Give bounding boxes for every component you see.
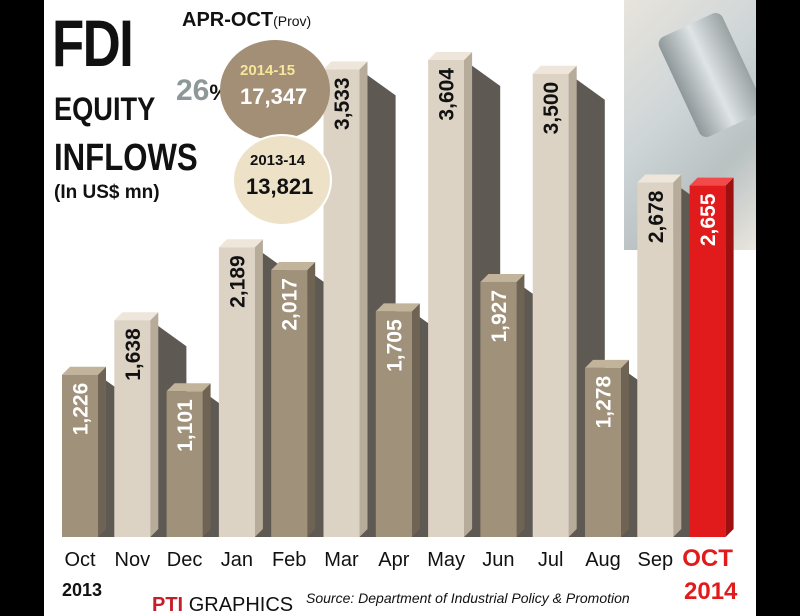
category-label: May xyxy=(427,549,465,571)
bar xyxy=(585,367,621,537)
bar-side xyxy=(202,383,211,537)
bar-top xyxy=(689,177,734,186)
bar-side xyxy=(411,303,420,537)
bar xyxy=(62,374,98,537)
bar-value-label: 2,678 xyxy=(645,190,668,243)
bar-value-label: 1,101 xyxy=(174,399,197,452)
year-end: 2014 xyxy=(684,578,738,605)
bar-side xyxy=(98,366,106,537)
title-line3: INFLOWS xyxy=(54,137,198,179)
bar-value-label: 2,189 xyxy=(226,255,249,308)
category-label: Jan xyxy=(221,549,253,571)
category-label: Aug xyxy=(585,549,621,571)
brand-suffix: GRAPHICS xyxy=(188,594,294,616)
bar xyxy=(480,281,517,537)
source-note: Source: Department of Industrial Policy … xyxy=(306,590,630,606)
bar-value-label: 1,638 xyxy=(122,328,145,381)
bar-value-label: 3,500 xyxy=(540,82,563,135)
infographic: 1,226 1,638 1,101 2,189 2,017 3,533 1,705 3,604… xyxy=(44,0,756,616)
bar-side xyxy=(307,262,316,537)
bar-top xyxy=(218,239,263,248)
bar-top xyxy=(532,65,577,74)
period-note: (Prov) xyxy=(273,13,312,29)
bar xyxy=(166,391,203,537)
badge-previous-year: 2013-14 xyxy=(250,152,306,169)
bar xyxy=(428,60,465,537)
category-label: Mar xyxy=(324,549,359,571)
category-label: Feb xyxy=(272,549,306,571)
brand-mark: PTI xyxy=(152,594,184,616)
bar xyxy=(218,247,255,537)
bar-value-label: 1,927 xyxy=(488,290,511,343)
category-label: Apr xyxy=(378,549,409,571)
bar-value-label: 2,655 xyxy=(697,193,720,246)
bar xyxy=(375,311,412,537)
category-label: Jul xyxy=(538,549,564,571)
badge-current xyxy=(220,40,330,140)
badge-current-value: 17,347 xyxy=(240,84,308,109)
category-label: OCT xyxy=(682,545,733,572)
bar-side xyxy=(725,177,734,537)
bar-value-label: 1,226 xyxy=(70,383,93,436)
bar-side xyxy=(516,273,525,537)
bar-top xyxy=(480,273,525,282)
bar-side xyxy=(464,52,473,537)
bar-side xyxy=(673,174,682,537)
year-start: 2013 xyxy=(62,580,103,600)
bar-side xyxy=(621,359,629,537)
bar-value-label: 3,604 xyxy=(436,68,459,121)
bar-top xyxy=(114,312,159,321)
bar-side xyxy=(150,312,159,537)
period-label: APR-OCT(Prov) xyxy=(182,8,311,33)
badge-previous xyxy=(232,134,332,226)
bar-highlight xyxy=(689,185,726,537)
bar-value-label: 2,017 xyxy=(279,278,302,331)
bar-side xyxy=(568,65,577,537)
bar-top xyxy=(637,174,682,183)
bar-value-label: 1,278 xyxy=(593,376,616,429)
period-text: APR-OCT xyxy=(182,9,274,31)
bar-top xyxy=(585,359,629,368)
chart-svg: 1,226 1,638 1,101 2,189 2,017 3,533 1,705 3,604… xyxy=(62,52,734,572)
badge-current-year: 2014-15 xyxy=(240,62,296,79)
bar-value-label: 3,533 xyxy=(331,77,354,130)
bar-top xyxy=(323,61,368,70)
category-label: Jun xyxy=(482,549,514,571)
bar xyxy=(637,182,674,537)
title-big: FDI xyxy=(52,6,134,80)
bar-top xyxy=(375,303,420,312)
bar-value-label: 1,705 xyxy=(383,319,406,372)
bar-side xyxy=(254,239,263,537)
bar-top xyxy=(428,52,473,60)
category-label: Oct xyxy=(64,549,96,571)
growth-number: 26 xyxy=(176,74,210,107)
pti-logo: PTI GRAPHICS xyxy=(152,594,293,616)
badge-previous-value: 13,821 xyxy=(246,174,314,199)
unit-label: (In US$ mn) xyxy=(54,182,160,203)
bar xyxy=(271,270,308,537)
bar xyxy=(114,320,151,537)
title-line2: EQUITY xyxy=(54,91,156,127)
category-label: Sep xyxy=(638,549,674,571)
bar-top xyxy=(166,383,211,392)
bar-top xyxy=(271,262,316,271)
bar xyxy=(323,69,360,537)
bar xyxy=(532,73,569,537)
category-label: Nov xyxy=(115,549,151,571)
bar-top xyxy=(62,366,106,375)
bar-side xyxy=(359,61,368,537)
category-label: Dec xyxy=(167,549,203,571)
